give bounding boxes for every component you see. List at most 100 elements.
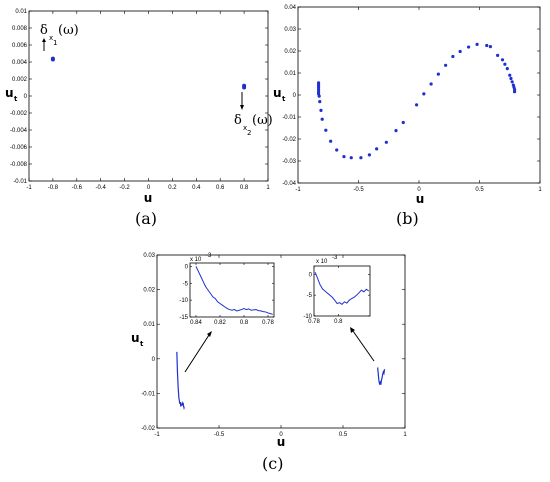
delta-1-arrowhead — [42, 38, 46, 42]
inset-left-x-tick-label: 0.78 — [262, 320, 274, 326]
inset-right-y-tick-label: -10 — [303, 314, 312, 320]
inset-right-frame — [313, 265, 371, 317]
panel-b-marker — [384, 140, 388, 144]
panel-c-y-tick-label: 0.02 — [143, 288, 155, 294]
panel-b-y-tick-label: 0.02 — [284, 49, 296, 55]
panel-a-y-tick-label: 0.002 — [12, 77, 28, 83]
panel-b-marker — [509, 76, 513, 81]
inset-left-y-tick-label: 0 — [185, 264, 189, 270]
inset-right-x-tick-label: 0.8 — [334, 319, 343, 325]
panel-b-marker — [342, 155, 346, 159]
inset-right-x-ticks: 0.78 0.8 — [308, 266, 343, 325]
panel-b-marker — [329, 139, 333, 143]
panel-a-y-tick-label: 0.006 — [12, 43, 28, 49]
panel-b-x-axis-label: u — [416, 192, 425, 206]
inset-right-series-line — [314, 272, 370, 305]
panel-b-y-tick-label: -0.02 — [282, 137, 296, 143]
panel-a-x-tick-label: 0.4 — [192, 185, 201, 191]
panel-b-y-tick-label: 0.04 — [284, 5, 296, 11]
panel-b-markers — [316, 42, 517, 160]
panel-a-x-tick-label: -1 — [26, 185, 32, 191]
panel-b: -1 -0.5 0 0.5 1 0.040.030.020.010-0.01-0.02-… — [273, 5, 542, 228]
panel-b-x-tick-label: -1 — [295, 187, 301, 193]
panel-a-y-axis-label: u — [5, 86, 14, 100]
panel-b-marker — [316, 85, 321, 89]
inset-left: x 10 -3 0.84 0.82 0.8 0.78 0 -5 -10 -15 — [179, 253, 274, 326]
panel-b-marker — [319, 108, 323, 112]
panel-b-marker — [359, 156, 363, 160]
inset-left-y-ticks: 0 -5 -10 -15 — [179, 264, 274, 321]
panel-a-y-tick-label: 0.004 — [12, 60, 28, 66]
panel-b-x-tick-label: 1 — [538, 187, 542, 193]
panel-b-marker — [318, 100, 322, 104]
panel-a-x-tick-label: 0.8 — [240, 185, 249, 191]
inset-left-frame — [189, 262, 275, 318]
panel-a-x-tick-label: 0 — [147, 185, 151, 191]
inset-left-exponent: x 10 — [190, 257, 202, 263]
panel-b-marker — [451, 54, 455, 59]
panel-b-y-tick-label: 0.01 — [284, 71, 296, 77]
panel-c-x-tick-label: 0.5 — [339, 432, 348, 438]
panel-c-caption: (c) — [262, 454, 283, 473]
panel-c-y-ticks: 0.03 0.02 0.01 0 -0.01 -0.02 — [141, 253, 405, 432]
inset-left-x-ticks: 0.84 0.82 0.8 0.78 — [190, 263, 274, 326]
panel-a-x-tick-label: 0.2 — [168, 185, 177, 191]
inset-right-y-tick-label: 0 — [309, 272, 313, 278]
panel-a-x-tick-label: -0.6 — [72, 185, 83, 191]
inset-left-x-tick-label: 0.84 — [190, 320, 202, 326]
delta-2-arrowhead — [240, 105, 244, 110]
panel-c-y-tick-label: 0.03 — [143, 253, 155, 259]
panel-c-series-line-right — [377, 367, 386, 386]
panel-a-y-tick-label: 0.008 — [12, 26, 28, 32]
panel-b-caption: (b) — [396, 209, 419, 228]
panel-b-x-tick-label: 0 — [417, 187, 421, 193]
panel-b-y-tick-label: 0 — [293, 93, 297, 99]
panel-a-y-tick-label: 0 — [24, 94, 28, 100]
panel-b-marker — [349, 156, 353, 160]
inset-left-x-tick-label: 0.82 — [214, 320, 226, 326]
panel-c-x-tick-label: 1 — [403, 432, 407, 438]
panel-a-caption: (a) — [135, 209, 157, 228]
panel-a: -1 -0.8 -0.6 -0.4 -0.2 0 0.2 0.4 0.6 0.8 1 0.010.0… — [5, 9, 273, 228]
panel-b-marker — [475, 42, 479, 47]
delta-1-suffix: (ω) — [58, 23, 79, 38]
delta-1-symbol: δ — [40, 23, 48, 38]
panel-c-y-tick-label: -0.02 — [141, 426, 155, 432]
panel-b-marker — [485, 43, 489, 48]
panel-b-marker — [488, 45, 492, 49]
panel-b-marker — [467, 45, 471, 49]
inset-left-x-tick-label: 0.8 — [240, 320, 249, 326]
panel-b-marker — [317, 94, 321, 98]
panel-b-marker — [512, 90, 517, 94]
panel-b-marker — [422, 92, 426, 96]
panel-c-y-tick-label: 0 — [152, 357, 156, 363]
panel-b-y-tick-label: -0.03 — [282, 159, 296, 165]
panel-b-y-axis-label: u — [273, 86, 282, 100]
panel-a-x-tick-label: -0.4 — [96, 185, 107, 191]
inset-right-exponent-power: -3 — [332, 255, 338, 261]
panel-a-y-tick-label: -0.008 — [10, 162, 28, 168]
panel-c-y-axis-label: u — [131, 331, 140, 345]
panel-a-x-ticks: -1 -0.8 -0.6 -0.4 -0.2 0 0.2 0.4 0.6 0.8 1 — [26, 11, 270, 191]
panel-b-x-ticks: -1 -0.5 0 0.5 1 — [295, 7, 542, 193]
delta-1-subsub: 1 — [53, 39, 57, 47]
inset-right-y-ticks: 0 -5 -10 — [303, 272, 370, 320]
inset-right-x-tick-label: 0.78 — [308, 319, 320, 325]
panel-b-marker — [367, 153, 371, 157]
panel-b-marker — [505, 67, 509, 71]
panel-b-x-tick-label: 0.5 — [475, 187, 484, 193]
inset-right-y-tick-label: -5 — [307, 293, 313, 299]
inset-left-exponent-power: -3 — [206, 253, 212, 259]
panel-c-x-ticks: -1 -0.5 0 0.5 1 — [154, 255, 407, 438]
panel-b-marker — [444, 63, 448, 67]
panel-a-y-ticks: 0.01 0.008 0.006 0.004 0.002 0 -0.002 -0.004 -0.… — [10, 9, 268, 185]
panel-b-marker — [401, 120, 405, 125]
panel-c-y-tick-label: 0.01 — [143, 322, 155, 328]
panel-c-x-tick-label: -1 — [154, 432, 160, 438]
panel-b-marker — [436, 72, 440, 76]
panel-b-marker — [320, 117, 324, 121]
panel-b-marker — [429, 82, 433, 86]
inset-right: x 10 -3 0.78 0.8 0 -5 -10 — [303, 255, 371, 325]
panel-a-x-tick-label: -0.2 — [119, 185, 130, 191]
